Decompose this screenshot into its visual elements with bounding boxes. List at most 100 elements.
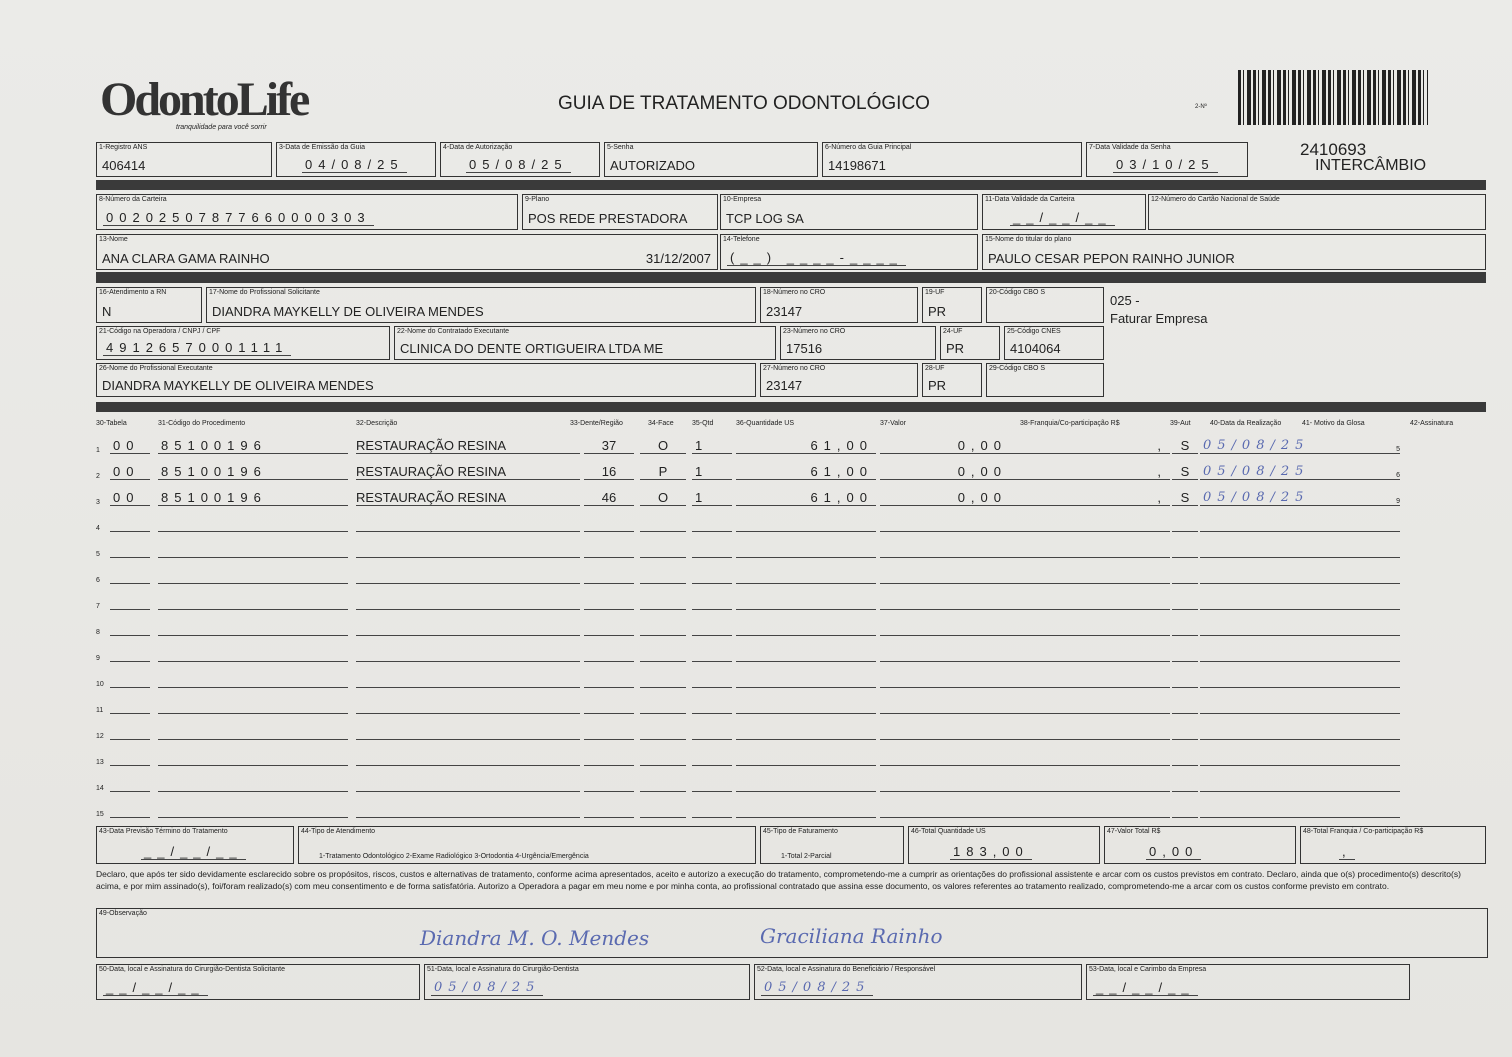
cell-valor[interactable]	[880, 817, 1010, 818]
cell-codigo[interactable]	[158, 609, 348, 610]
cell-face[interactable]: P	[640, 464, 686, 480]
cell-face[interactable]	[640, 791, 686, 792]
cell-face[interactable]	[640, 739, 686, 740]
cell-data[interactable]: 05/08/25	[1200, 464, 1340, 480]
cell-codigo[interactable]: 85100196	[158, 438, 348, 454]
cell-qtd[interactable]: 1	[692, 438, 732, 454]
cell-descricao[interactable]: RESTAURAÇÃO RESINA	[356, 490, 580, 506]
cell-qtd[interactable]	[692, 713, 732, 714]
cell-sig_no[interactable]	[1340, 661, 1400, 662]
cell-dente[interactable]	[584, 583, 634, 584]
cns-field[interactable]: 12-Número do Cartão Nacional de Saúde	[1148, 194, 1486, 230]
cell-sig_no[interactable]	[1340, 531, 1400, 532]
cell-franquia[interactable]: ,	[1010, 438, 1170, 454]
treatment-end-date-field[interactable]: 43-Data Previsão Término do Tratamento _…	[96, 826, 294, 864]
procedure-row[interactable]: 9	[96, 642, 1476, 664]
cell-data[interactable]	[1200, 713, 1340, 714]
cell-tabela[interactable]: 00	[110, 490, 150, 506]
cell-data[interactable]	[1200, 583, 1340, 584]
cell-valor[interactable]: 0,00	[880, 490, 1010, 506]
cell-tabela[interactable]	[110, 791, 150, 792]
cell-franquia[interactable]	[1010, 557, 1170, 558]
cell-dente[interactable]	[584, 661, 634, 662]
cell-valor[interactable]: 0,00	[880, 438, 1010, 454]
cell-aut[interactable]	[1172, 661, 1198, 662]
cell-qtd[interactable]: 1	[692, 464, 732, 480]
cell-descricao[interactable]	[356, 791, 580, 792]
cell-face[interactable]: O	[640, 490, 686, 506]
total-value-field[interactable]: 47-Valor Total R$ 0,00	[1104, 826, 1296, 864]
cell-tabela[interactable]	[110, 635, 150, 636]
cell-tabela[interactable]	[110, 557, 150, 558]
cell-codigo[interactable]	[158, 765, 348, 766]
cell-valor[interactable]	[880, 791, 1010, 792]
procedure-row[interactable]: 14	[96, 772, 1476, 794]
cell-sig_no[interactable]	[1340, 765, 1400, 766]
cell-dente[interactable]	[584, 557, 634, 558]
cell-sig_no[interactable]	[1340, 609, 1400, 610]
cell-descricao[interactable]	[356, 739, 580, 740]
cell-dente[interactable]: 46	[584, 490, 634, 506]
cell-qtd[interactable]	[692, 531, 732, 532]
cell-tabela[interactable]: 00	[110, 438, 150, 454]
card-validity-field[interactable]: 11-Data Validade da Carteira __/__/__	[982, 194, 1146, 230]
cell-aut[interactable]	[1172, 791, 1198, 792]
cell-tabela[interactable]: 00	[110, 464, 150, 480]
company-stamp-field[interactable]: 53-Data, local e Carimbo da Empresa __/_…	[1086, 964, 1410, 1000]
requesting-dentist-sign-field[interactable]: 50-Data, local e Assinatura do Cirurgião…	[96, 964, 420, 1000]
cell-tabela[interactable]	[110, 739, 150, 740]
procedure-row[interactable]: 11	[96, 694, 1476, 716]
cell-face[interactable]	[640, 661, 686, 662]
cell-qtd[interactable]	[692, 765, 732, 766]
cell-tabela[interactable]	[110, 609, 150, 610]
cell-codigo[interactable]: 85100196	[158, 464, 348, 480]
total-us-field[interactable]: 46-Total Quantidade US 183,00	[908, 826, 1100, 864]
cell-us[interactable]	[736, 557, 876, 558]
dentist-sign-field[interactable]: 51-Data, local e Assinatura do Cirurgião…	[424, 964, 750, 1000]
cell-qtd[interactable]	[692, 739, 732, 740]
cell-aut[interactable]	[1172, 609, 1198, 610]
cell-franquia[interactable]	[1010, 531, 1170, 532]
senha-validity-field[interactable]: 7-Data Validade da Senha 03/10/25	[1086, 142, 1248, 177]
cell-dente[interactable]	[584, 817, 634, 818]
cell-tabela[interactable]	[110, 713, 150, 714]
cell-codigo[interactable]	[158, 713, 348, 714]
cell-codigo[interactable]	[158, 687, 348, 688]
cell-dente[interactable]: 16	[584, 464, 634, 480]
registro-ans-field[interactable]: 1-Registro ANS 406414	[96, 142, 272, 177]
cell-us[interactable]	[736, 739, 876, 740]
procedure-row[interactable]: 6	[96, 564, 1476, 586]
cell-codigo[interactable]: 85100196	[158, 490, 348, 506]
cell-codigo[interactable]	[158, 635, 348, 636]
cell-descricao[interactable]	[356, 687, 580, 688]
cell-face[interactable]	[640, 765, 686, 766]
cell-us[interactable]	[736, 609, 876, 610]
cell-franquia[interactable]: ,	[1010, 490, 1170, 506]
cell-franquia[interactable]	[1010, 635, 1170, 636]
cell-valor[interactable]	[880, 635, 1010, 636]
cell-tabela[interactable]	[110, 661, 150, 662]
cell-face[interactable]	[640, 609, 686, 610]
cell-face[interactable]	[640, 687, 686, 688]
company-field[interactable]: 10-Empresa TCP LOG SA	[720, 194, 978, 230]
cell-valor[interactable]	[880, 713, 1010, 714]
cell-data[interactable]	[1200, 817, 1340, 818]
service-type-field[interactable]: 44-Tipo de Atendimento 1-Tratamento Odon…	[298, 826, 756, 864]
main-guide-number-field[interactable]: 6-Número da Guia Principal 14198671	[822, 142, 1082, 177]
cell-franquia[interactable]	[1010, 661, 1170, 662]
cell-qtd[interactable]	[692, 635, 732, 636]
cell-face[interactable]	[640, 531, 686, 532]
cell-valor[interactable]	[880, 661, 1010, 662]
card-number-field[interactable]: 8-Número da Carteira 0020250787766000030…	[96, 194, 518, 230]
cell-franquia[interactable]	[1010, 687, 1170, 688]
plan-field[interactable]: 9-Plano POS REDE PRESTADORA	[522, 194, 718, 230]
cell-descricao[interactable]	[356, 583, 580, 584]
cell-sig_no[interactable]	[1340, 817, 1400, 818]
total-copay-field[interactable]: 48-Total Franquia / Co-participação R$ ,	[1300, 826, 1486, 864]
cell-descricao[interactable]	[356, 765, 580, 766]
cell-aut[interactable]	[1172, 583, 1198, 584]
procedure-row[interactable]: 7	[96, 590, 1476, 612]
cell-us[interactable]	[736, 713, 876, 714]
cell-codigo[interactable]	[158, 661, 348, 662]
cell-valor[interactable]	[880, 583, 1010, 584]
